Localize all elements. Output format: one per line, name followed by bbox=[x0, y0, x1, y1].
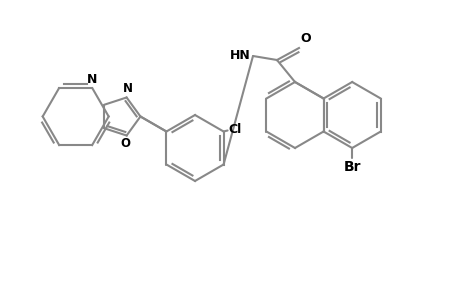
Text: Cl: Cl bbox=[228, 123, 241, 136]
Text: Br: Br bbox=[343, 160, 360, 174]
Text: O: O bbox=[120, 136, 130, 149]
Text: N: N bbox=[123, 82, 132, 95]
Text: O: O bbox=[299, 32, 310, 45]
Text: HN: HN bbox=[230, 49, 251, 62]
Text: N: N bbox=[87, 73, 97, 86]
